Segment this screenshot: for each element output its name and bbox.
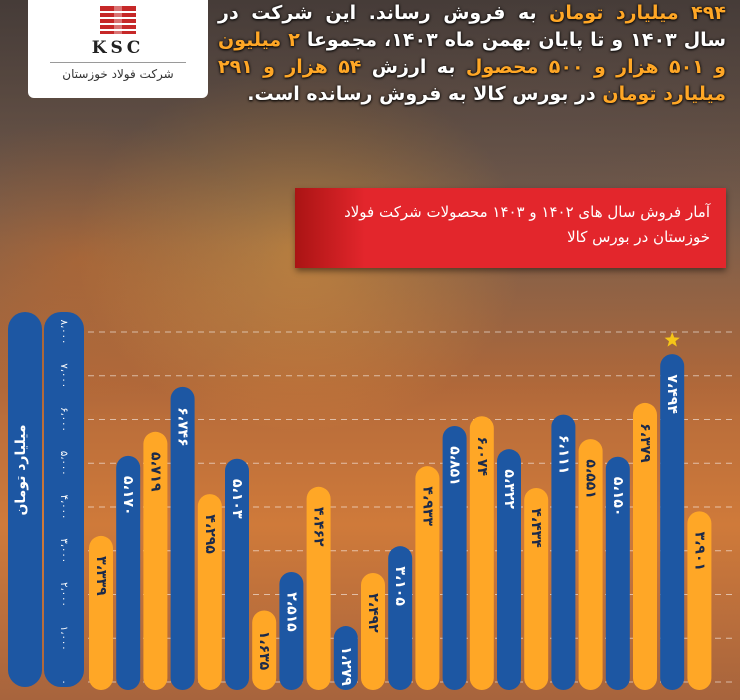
bar-1403 bbox=[116, 455, 141, 690]
bar-1402 bbox=[469, 416, 494, 690]
intro-highlight: ۵۴ هزار و ۲۹۱ میلیارد تومان bbox=[218, 56, 726, 105]
bar-1402 bbox=[687, 511, 712, 690]
bar-1403 bbox=[170, 386, 195, 690]
bar-1402 bbox=[633, 402, 657, 690]
bar-1402 bbox=[89, 535, 113, 690]
bar-value-label: ۴،۴۶۲ bbox=[311, 507, 327, 547]
bar-value-label: ۶،۳۷۹ bbox=[637, 423, 653, 463]
y-tick-label: ۰ bbox=[58, 679, 69, 684]
bar-value-label: ۶،۱۱۱ bbox=[555, 435, 571, 475]
chart-subtitle: آمار فروش سال های ۱۴۰۲ و ۱۴۰۳ محصولات شر… bbox=[344, 203, 710, 246]
bar-value-label: ۱،۶۳۵ bbox=[256, 631, 272, 671]
subtitle-banner: آمار فروش سال های ۱۴۰۲ و ۱۴۰۳ محصولات شر… bbox=[295, 188, 726, 268]
bar-1403 bbox=[551, 414, 576, 690]
y-tick-label: ۵،۰۰۰ bbox=[58, 451, 69, 476]
intro-highlight: ۴۹۴ میلیارد تومان bbox=[549, 2, 726, 24]
intro-paragraph: ۴۹۴ میلیارد تومان به فروش رساند. این شرک… bbox=[218, 0, 726, 108]
intro-text: به فروش رساند. این شرکت در سال ۱۴۰۳ و تا… bbox=[218, 2, 726, 51]
bar-1402 bbox=[197, 494, 222, 690]
star-icon bbox=[664, 332, 680, 347]
y-tick-label: ۶،۰۰۰ bbox=[58, 407, 69, 432]
y-axis-ticks-pill bbox=[44, 312, 84, 687]
y-tick-label: ۴،۰۰۰ bbox=[58, 495, 69, 520]
bar-value-label: ۵،۵۵۱ bbox=[583, 459, 599, 499]
y-axis-label-pill bbox=[8, 312, 42, 687]
bar-1402 bbox=[578, 439, 603, 690]
bar-value-label: ۵،۱۵۰ bbox=[610, 477, 626, 517]
bar-1403 bbox=[660, 354, 685, 690]
bar-1402 bbox=[361, 572, 385, 690]
y-tick-label: ۸،۰۰۰ bbox=[58, 320, 69, 345]
bar-value-label: ۷،۴۹۴ bbox=[664, 374, 680, 414]
intro-highlight: ۲ میلیون و ۵۰۱ هزار و ۵۰۰ محصول bbox=[218, 29, 726, 78]
bar-1402 bbox=[524, 488, 549, 690]
bar-value-label: ۵،۳۲۲ bbox=[501, 469, 517, 509]
bar-value-label: ۲،۴۹۲ bbox=[365, 593, 381, 633]
y-tick-label: ۳،۰۰۰ bbox=[58, 538, 69, 563]
y-tick-label: ۲،۰۰۰ bbox=[58, 582, 69, 607]
company-logo: KSC شرکت فولاد خوزستان bbox=[28, 0, 208, 98]
bar-1403 bbox=[388, 546, 413, 690]
bar-value-label: ۳،۹۰۱ bbox=[691, 532, 707, 572]
bar-value-label: ۴،۹۳۳ bbox=[419, 486, 435, 526]
bar-value-label: ۱،۲۷۹ bbox=[338, 646, 354, 686]
bar-1402 bbox=[415, 466, 440, 690]
bar-value-label: ۵،۱۰۳ bbox=[229, 479, 245, 519]
bar-1403 bbox=[442, 426, 467, 690]
bar-value-label: ۶،۰۷۴ bbox=[474, 437, 490, 477]
bar-value-label: ۵،۷۱۹ bbox=[147, 452, 163, 492]
bar-value-label: ۳،۳۳۹ bbox=[93, 556, 109, 596]
bar-1403 bbox=[497, 449, 521, 690]
intro-text: به ارزش bbox=[361, 56, 466, 78]
bar-1403 bbox=[225, 458, 249, 690]
bar-value-label: ۵،۸۵۱ bbox=[447, 446, 463, 486]
bar-1403 bbox=[605, 456, 630, 690]
bar-value-label: ۶،۷۴۶ bbox=[175, 407, 191, 447]
y-tick-label: ۱،۰۰۰ bbox=[58, 626, 69, 651]
y-tick-label: ۷،۰۰۰ bbox=[58, 363, 69, 388]
bar-value-label: ۴،۴۳۴ bbox=[528, 508, 544, 548]
bar-1402 bbox=[306, 486, 331, 690]
logo-abbreviation: KSC bbox=[91, 38, 145, 58]
bar-1403 bbox=[279, 571, 304, 690]
ksc-logo-icon bbox=[100, 6, 136, 34]
bar-value-label: ۲،۵۱۵ bbox=[283, 592, 299, 632]
logo-company-name: شرکت فولاد خوزستان bbox=[62, 67, 174, 81]
bar-value-label: ۴،۲۹۵ bbox=[202, 514, 218, 554]
bar-1402 bbox=[143, 431, 168, 690]
logo-divider bbox=[50, 62, 186, 63]
bar-1402 bbox=[252, 610, 277, 690]
bar-1403 bbox=[333, 626, 358, 690]
bar-value-label: ۵،۱۷۰ bbox=[120, 476, 136, 516]
bar-value-label: ۳،۱۰۵ bbox=[392, 566, 408, 606]
intro-text: در بورس کالا به فروش رسانده است. bbox=[247, 83, 603, 105]
